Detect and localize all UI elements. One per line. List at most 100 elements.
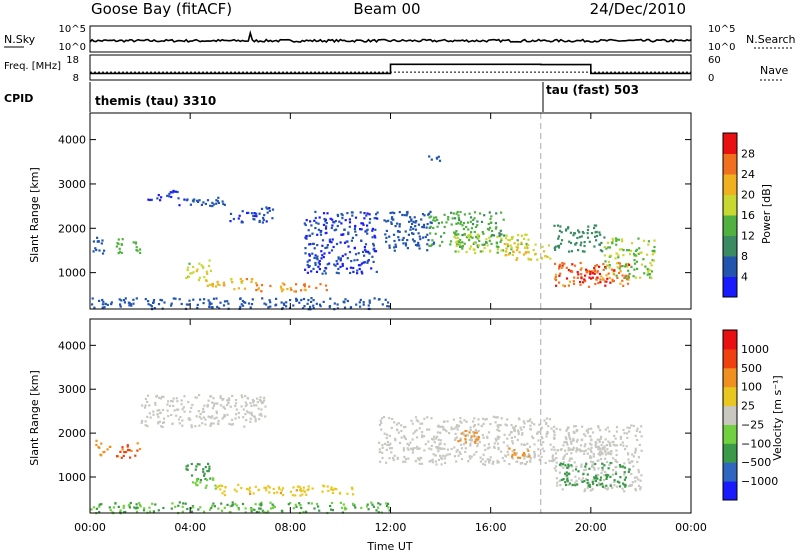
velocity-cell [237,411,240,415]
velocity-cell [537,454,540,457]
power-cell [591,272,594,275]
velocity-cell [394,437,397,440]
velocity-cell [506,418,509,421]
power-cell [454,217,457,220]
velocity-cell [571,483,574,486]
velocity-cell [414,416,418,419]
power-cell [451,217,454,220]
cpid-program-2: tau (fast) 503 [546,83,639,97]
power-cell [405,211,409,214]
colorbar-tick-label: 100 [741,381,762,394]
colorbar-tick-label: 4 [741,271,748,284]
velocity-cell [528,419,531,423]
velocity-cell [459,420,462,423]
velocity-cell [391,456,395,460]
velocity-cell [593,468,596,471]
velocity-cell [511,455,514,458]
velocity-cell [583,452,586,455]
power-cell [443,213,446,216]
velocity-cell [210,416,213,419]
velocity-cell [190,406,193,409]
velocity-cell [431,461,434,464]
power-cell [91,297,94,300]
velocity-cell [611,440,614,444]
velocity-cell [561,488,564,491]
velocity-cell [468,455,471,458]
velocity-cell [552,460,555,463]
power-cell [650,276,653,280]
velocity-cell [204,486,207,489]
velocity-cell [112,506,115,509]
velocity-cell [255,404,258,407]
velocity-cell [476,445,479,448]
power-cell [280,290,284,293]
velocity-cell [615,453,618,457]
velocity-cell [299,487,302,490]
power-cell [541,245,544,248]
power-cell [387,305,390,308]
velocity-cell [211,415,214,418]
power-cell [216,280,219,283]
velocity-cell [127,448,130,451]
velocity-cell [628,430,631,433]
power-cell [503,242,506,246]
velocity-cell [633,476,637,479]
power-cell [616,276,619,279]
colorbar-frame [722,329,738,501]
power-cell [258,212,261,215]
velocity-cell [455,424,459,427]
power-cell [439,235,443,238]
power-cell [368,301,371,304]
velocity-cell [568,459,571,462]
velocity-cell [264,405,267,408]
velocity-cell [423,449,426,452]
velocity-cell [429,459,432,462]
velocity-cell [411,447,415,450]
velocity-cell [257,510,260,514]
velocity-cell [565,471,568,474]
velocity-cell [619,435,622,438]
power-cell [571,263,574,266]
power-cell [593,270,597,273]
velocity-cell [249,507,253,510]
cpid-label: CPID [4,92,33,105]
power-cell [362,303,365,306]
velocity-cell [567,447,570,450]
velocity-cell [265,489,268,492]
velocity-cell [619,476,622,479]
velocity-cell [589,449,592,452]
colorbar-swatch [723,386,737,407]
power-cell [417,232,420,235]
power-cell [132,241,135,244]
colorbar-swatch [723,215,737,236]
velocity-cell [500,417,503,420]
velocity-cell [527,453,530,456]
power-cell [385,236,388,239]
velocity-cell [590,456,593,459]
power-cell [462,227,465,231]
power-cell [144,298,147,301]
power-cell [607,260,611,264]
power-cell [372,260,375,263]
velocity-cell [133,506,136,509]
velocity-cell [267,510,270,513]
velocity-cell [393,421,396,424]
velocity-cell [146,415,149,418]
velocity-cell [413,447,416,450]
power-cell [322,223,326,226]
velocity-cell [470,435,473,438]
power-cell [470,231,473,234]
power-cell [591,270,594,273]
power-cell [350,239,353,242]
power-cell [323,217,326,221]
velocity-cell [260,501,263,504]
velocity-cell [598,451,601,455]
velocity-cell [351,488,354,491]
power-cell [365,250,368,253]
velocity-cell [603,486,606,490]
velocity-cell [590,460,593,463]
power-cell [434,219,437,222]
power-cell [628,253,632,256]
velocity-cell [526,455,529,458]
